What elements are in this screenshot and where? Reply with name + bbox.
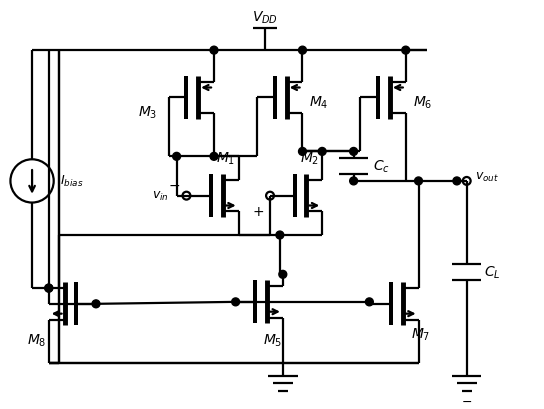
Circle shape <box>318 148 326 156</box>
Text: $M_1$: $M_1$ <box>216 151 235 167</box>
Text: $+$: $+$ <box>252 204 264 218</box>
Text: $C_c$: $C_c$ <box>373 159 390 175</box>
Text: $C_L$: $C_L$ <box>484 264 501 281</box>
Circle shape <box>402 47 410 55</box>
Text: $M_8$: $M_8$ <box>27 332 47 348</box>
Circle shape <box>299 148 306 156</box>
Circle shape <box>210 153 218 161</box>
Circle shape <box>350 178 357 185</box>
Circle shape <box>232 298 239 306</box>
Circle shape <box>172 153 181 161</box>
Text: $v_{in}$: $v_{in}$ <box>152 190 169 203</box>
Circle shape <box>350 148 357 156</box>
Circle shape <box>210 47 218 55</box>
Circle shape <box>45 285 53 292</box>
Text: $-$: $-$ <box>169 178 181 191</box>
Text: $V_{DD}$: $V_{DD}$ <box>252 9 278 25</box>
Text: $M_4$: $M_4$ <box>310 95 329 111</box>
Text: $M_5$: $M_5$ <box>263 332 282 348</box>
Circle shape <box>366 298 373 306</box>
Circle shape <box>92 300 100 308</box>
Circle shape <box>415 178 423 185</box>
Circle shape <box>279 271 287 279</box>
Text: $M_7$: $M_7$ <box>411 326 430 342</box>
Text: $M_6$: $M_6$ <box>412 95 432 111</box>
Text: $-$: $-$ <box>461 394 472 407</box>
Circle shape <box>299 47 306 55</box>
Circle shape <box>453 178 461 185</box>
Text: $M_3$: $M_3$ <box>138 105 157 121</box>
Text: $M_2$: $M_2$ <box>300 151 319 167</box>
Text: $v_{out}$: $v_{out}$ <box>474 170 498 183</box>
Text: $I_{bias}$: $I_{bias}$ <box>60 174 83 189</box>
Circle shape <box>45 285 53 292</box>
Circle shape <box>276 231 284 239</box>
